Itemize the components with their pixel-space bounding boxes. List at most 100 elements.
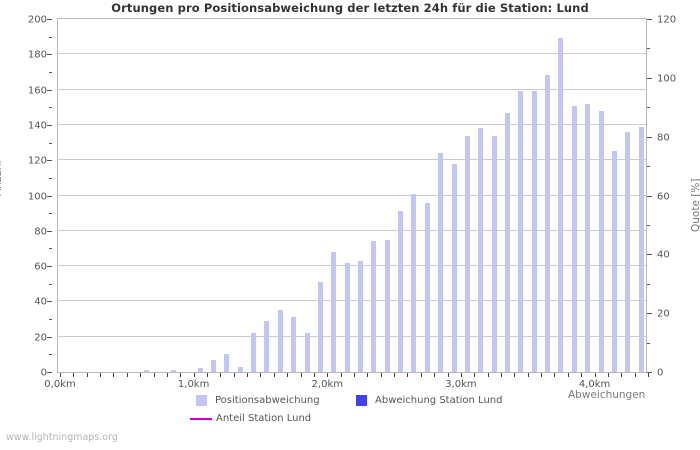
legend-line-anteil-station-lund — [190, 417, 212, 420]
x-axis-tick — [233, 373, 235, 377]
y-axis-right-tick — [647, 224, 650, 226]
x-axis-tick — [594, 373, 596, 377]
bar — [558, 38, 564, 372]
y-axis-right-tick — [647, 372, 652, 373]
bar — [625, 131, 631, 372]
y-axis-tick — [47, 124, 52, 126]
y-axis-right-tick — [647, 77, 652, 79]
x-axis-tick — [447, 373, 449, 377]
y-axis-tick — [47, 54, 52, 56]
bar — [144, 370, 150, 372]
y-axis-right-tick-label: 120 — [657, 14, 677, 26]
legend-item-anteil-station-lund[interactable]: Anteil Station Lund — [190, 413, 312, 424]
y-axis-tick-label: 120 — [27, 155, 47, 167]
page-title: Ortungen pro Positionsabweichung der let… — [111, 1, 589, 15]
bar — [331, 251, 337, 372]
x-axis-tick — [460, 373, 462, 377]
x-axis-tick — [300, 373, 302, 377]
x-axis-tick — [60, 373, 61, 377]
y-axis-tick-label: 60 — [34, 261, 47, 273]
x-axis-tick — [153, 373, 155, 377]
bar — [224, 354, 230, 372]
gridline — [58, 159, 646, 161]
bar — [170, 370, 176, 372]
x-axis-tick — [166, 373, 168, 377]
gridline — [58, 123, 646, 125]
y-axis-tick — [47, 230, 52, 232]
y-axis-tick — [47, 89, 52, 91]
y-axis-right-tick-label: 20 — [657, 308, 670, 320]
x-axis-tick — [514, 373, 516, 377]
x-axis-tick — [100, 373, 102, 377]
y-axis-tick — [47, 336, 52, 338]
bar — [611, 151, 617, 372]
bar — [531, 91, 537, 372]
y-axis-tick-label: 20 — [34, 332, 47, 344]
y-axis-tick — [49, 107, 52, 109]
bar — [264, 320, 270, 372]
y-axis-tick-label: 100 — [27, 191, 47, 202]
bar — [344, 262, 350, 372]
y-axis-right-tick-label: 80 — [657, 132, 670, 144]
bar — [384, 239, 390, 372]
y-axis-right-tick — [647, 342, 650, 344]
x-axis-tick — [407, 373, 409, 377]
legend-item-abweichung-station-lund[interactable]: Abweichung Station Lund — [356, 395, 503, 406]
y-axis-tick — [49, 71, 52, 73]
y-axis-tick — [47, 160, 52, 162]
y-axis-right-tick-label: 100 — [657, 73, 677, 85]
plot-area — [57, 18, 647, 373]
y-axis-tick — [49, 142, 52, 144]
legend-swatch-abweichung-station-lund — [356, 395, 367, 406]
gridline — [58, 53, 646, 55]
bar — [304, 333, 310, 372]
bar — [358, 260, 363, 372]
y-axis-right-tick — [647, 107, 650, 109]
y-axis-tick — [47, 372, 52, 373]
gridline — [58, 229, 646, 231]
x-axis-tick-label: 2,0km — [311, 379, 343, 390]
bar — [411, 193, 417, 372]
x-axis-tick — [287, 373, 289, 377]
y-axis-tick-label: 160 — [27, 85, 47, 97]
y-axis-left-label: Anzahl — [0, 160, 4, 196]
y-axis-right-label: Quote [%] — [690, 178, 700, 232]
y-axis-right-tick — [647, 48, 650, 50]
x-axis-tick — [554, 373, 556, 377]
bar — [251, 333, 257, 372]
y-axis-tick — [47, 19, 52, 20]
x-axis-tick — [327, 373, 329, 377]
y-axis-tick — [49, 354, 52, 356]
x-axis-tick — [541, 373, 543, 377]
y-axis-tick — [47, 266, 52, 268]
x-axis-tick — [487, 373, 489, 377]
y-axis-right-tick — [647, 166, 650, 168]
bar — [571, 105, 577, 372]
legend-label-positionsabweichung: Positionsabweichung — [215, 395, 320, 406]
bar — [317, 282, 323, 372]
y-axis-left: 0 20 40 60 80 100 120 140 160 180 200 — [0, 15, 52, 379]
x-axis-tick — [501, 373, 502, 377]
y-axis-right: 0 20 40 60 80 100 120 — [647, 14, 700, 379]
bar — [491, 135, 497, 372]
legend-item-positionsabweichung[interactable]: Positionsabweichung — [196, 395, 320, 406]
y-axis-tick — [47, 195, 52, 197]
legend-label-anteil-station-lund: Anteil Station Lund — [216, 413, 312, 424]
y-axis-tick-label: 80 — [34, 226, 47, 238]
bar — [291, 317, 297, 372]
x-axis-tick — [354, 373, 355, 377]
y-axis-right-tick-label: 60 — [657, 191, 670, 202]
x-axis-tick-label: 0,0km — [44, 379, 76, 390]
bar — [638, 126, 644, 372]
gridline — [58, 265, 646, 267]
x-axis-tick — [340, 373, 342, 377]
x-axis-tick — [621, 373, 623, 377]
x-axis-tick — [634, 373, 636, 377]
bar — [371, 241, 377, 372]
x-axis-tick — [207, 373, 208, 377]
x-axis-tick — [367, 373, 369, 377]
x-axis-tick — [73, 373, 75, 377]
y-axis-tick-label: 180 — [27, 49, 47, 61]
legend-label-abweichung-station-lund: Abweichung Station Lund — [375, 395, 503, 406]
bar — [585, 103, 591, 372]
